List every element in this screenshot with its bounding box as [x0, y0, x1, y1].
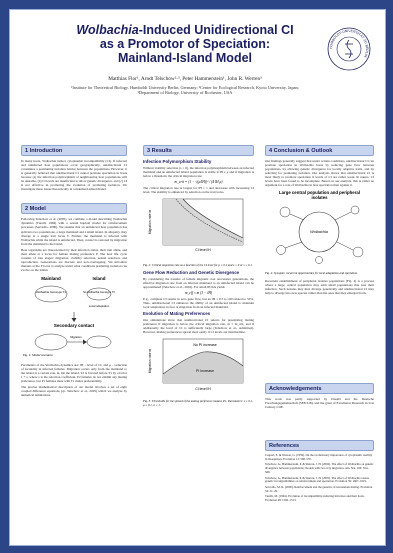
section-heading: 1 Introduction — [21, 145, 127, 156]
section-heading: Acknowledgements — [265, 383, 374, 394]
paragraph: Recurrent establishment of peripheral is… — [265, 279, 374, 296]
region-label: PI increase — [196, 369, 214, 373]
figure-label: Local adaptation — [89, 304, 110, 308]
column-middle: 3 Results Infection Polymorphism Stabili… — [143, 145, 254, 540]
logo-figure — [345, 39, 353, 59]
arrow — [336, 242, 354, 251]
population — [34, 285, 68, 303]
figure-label: Wolbachia Genotype T1 — [36, 290, 66, 294]
paragraph: Host organisms are characterized by thei… — [21, 247, 127, 272]
reference: Telschow, A., Hammerstein, P. & Werren, … — [265, 475, 369, 484]
central-population — [298, 212, 340, 253]
title-line: as a Promotor of Speciation: — [99, 37, 271, 51]
column-right: 4 Conclusion & Outlook Our findings gene… — [265, 145, 374, 377]
figure-label: Mainland — [41, 276, 61, 281]
arrow-head — [83, 339, 87, 345]
section-heading: References — [265, 440, 374, 451]
axis-label: CI level lH — [195, 248, 211, 252]
paragraph: Parameters of the Wolbachia dynamics are… — [21, 362, 127, 384]
population — [86, 335, 112, 349]
affiliations: ¹Institute for Theoretical Biology, Humb… — [71, 85, 299, 96]
isolate — [352, 247, 364, 258]
reference: Telschow, A., Hammerstein, P. & Werren, … — [265, 462, 374, 474]
figure-caption: Fig. 4: Synopsis: recurrent opportunitie… — [265, 271, 358, 276]
axis-label: Migration rate m — [148, 209, 152, 234]
isolate — [315, 256, 323, 265]
university-logo: HUMBOLDT-UNIVERSITÄT ZU BERLIN — [327, 27, 371, 71]
title: Wolbachia-Induced Unidirectional CI as a… — [50, 23, 320, 65]
title-line: Mainland-Island Model — [117, 51, 253, 65]
paragraph: By considering the transfer of female mi… — [143, 276, 254, 290]
authors: Matthias Flor¹, Arndt Telschow²·³, Peter… — [108, 76, 262, 82]
figure-4: Wolbachia — [276, 206, 364, 265]
figure-label: Migration — [70, 335, 82, 339]
arrow — [284, 242, 303, 249]
paragraph: The precise mathematical description of … — [21, 385, 127, 398]
figure-label: Island — [92, 276, 105, 281]
arrow — [334, 212, 352, 221]
section-heading: 4 Conclusion & Outlook — [265, 145, 374, 156]
figure-label: No Wolbachia Genotype T2 — [83, 290, 115, 294]
curve — [182, 198, 244, 239]
figure-label: Secondary contact — [54, 323, 95, 328]
formula: m_crit = (1 − √(μ/lH))² / (4 lH μ) — [174, 179, 223, 184]
isolate — [276, 245, 286, 256]
paragraph: E.g., complete CI results in zero gene f… — [143, 297, 254, 310]
subheading: Infection Polymorphism Stability — [143, 159, 212, 164]
logo-ring — [327, 27, 371, 71]
subheading: Evolution of Mating Preferences — [143, 311, 211, 317]
references: References Caspari, E. & Watson, G. (195… — [265, 440, 374, 540]
axis-label: Migration rate m — [148, 348, 152, 373]
figure-caption: Fig. 3: Thresholds for the spread of the… — [143, 398, 253, 407]
figure-label: Wolbachia — [310, 230, 328, 234]
arrow-head — [71, 317, 77, 322]
curve — [162, 351, 244, 375]
paragraph: In many hosts, Wolbachia induce cytoplas… — [21, 159, 127, 192]
logo-ring — [336, 36, 362, 62]
increase-region — [163, 351, 243, 383]
isolate — [350, 206, 360, 215]
reference-list: Caspari, E. & Watson, G. (1959). On the … — [265, 453, 374, 503]
figure-caption: Fig. 2: Critical migration rate as a fun… — [143, 262, 253, 267]
paragraph: Our simulations show that unidirectional… — [143, 317, 254, 334]
title-italic: Wolbachia — [76, 23, 139, 37]
paragraph: The critical migration rate is largest f… — [143, 185, 254, 194]
figure-1: Mainland Island Wolbachia Genotype T1 No… — [23, 276, 115, 357]
column-left: 1 Introduction In many hosts, Wolbachia … — [21, 145, 127, 540]
population — [86, 287, 112, 301]
paragraph: Following Telschow et al. (2005), we com… — [21, 217, 127, 246]
axis-label: CI level lH — [195, 387, 211, 391]
arrow — [289, 214, 305, 221]
region-label: No PI increase — [193, 343, 217, 347]
figure-caption: Fig. 1: Model scenario. — [23, 353, 54, 357]
figure-2: Migration rate m CI level lH — [148, 198, 244, 252]
reference: Servedio, M. R. (2000). Reinforcement an… — [265, 484, 373, 493]
reference: Turelli, M. (1994). Evolution of incompa… — [265, 494, 365, 503]
title-line: Wolbachia-Induced Unidirectional CI — [50, 23, 320, 37]
figure-3: No PI increase PI increase Migration rat… — [148, 338, 244, 391]
reference: Caspari, E. & Watson, G. (1959). On the … — [265, 453, 373, 461]
arrows — [284, 212, 354, 251]
section-heading: 3 Results — [143, 145, 254, 156]
isolates — [276, 206, 364, 265]
paragraph: This work was partly supported by DAAD a… — [265, 397, 374, 410]
figure-title: Large central population and peripheral … — [279, 190, 360, 201]
subheading: Gene Flow Reduction and Genetic Divergen… — [143, 270, 240, 276]
poster: Wolbachia-Induced Unidirectional CI as a… — [9, 9, 386, 546]
curve — [175, 198, 244, 243]
population — [34, 333, 68, 351]
acknowledgements: Acknowledgements This work was partly su… — [265, 383, 374, 433]
spacer — [21, 193, 127, 203]
section-heading: 2 Model — [21, 203, 127, 215]
formula: m_eff ≈ m (1 − lH) — [184, 291, 213, 296]
title-text: -Induced Unidirectional CI — [138, 23, 294, 37]
paragraph: Our findings generally suggest that unde… — [265, 159, 374, 188]
isolate — [279, 207, 291, 218]
paragraph: Without viability selection (s = 0), the… — [143, 165, 254, 178]
